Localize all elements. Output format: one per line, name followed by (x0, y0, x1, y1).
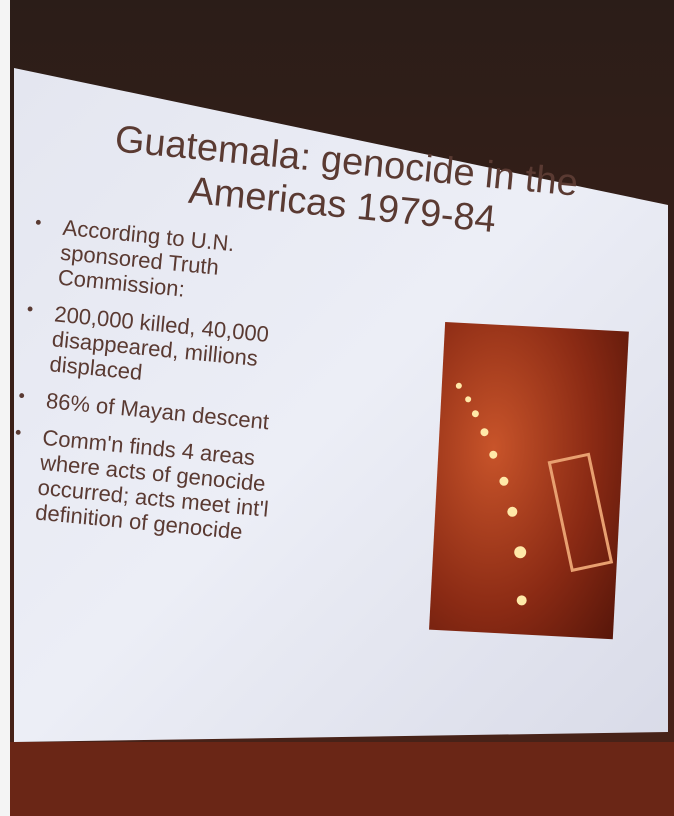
photo: Guatemala: genocide in the Americas 1979… (0, 0, 674, 816)
floor-glow (10, 742, 674, 816)
bullet: Comm'n finds 4 areas where acts of genoc… (0, 422, 298, 549)
slide-text: Guatemala: genocide in the Americas 1979… (0, 110, 637, 591)
bullet-list: According to U.N. sponsored Truth Commis… (0, 212, 318, 549)
bullet: 200,000 killed, 40,000 disappeared, mill… (15, 298, 311, 400)
bullet: According to U.N. sponsored Truth Commis… (23, 212, 319, 314)
left-strip (0, 0, 10, 816)
